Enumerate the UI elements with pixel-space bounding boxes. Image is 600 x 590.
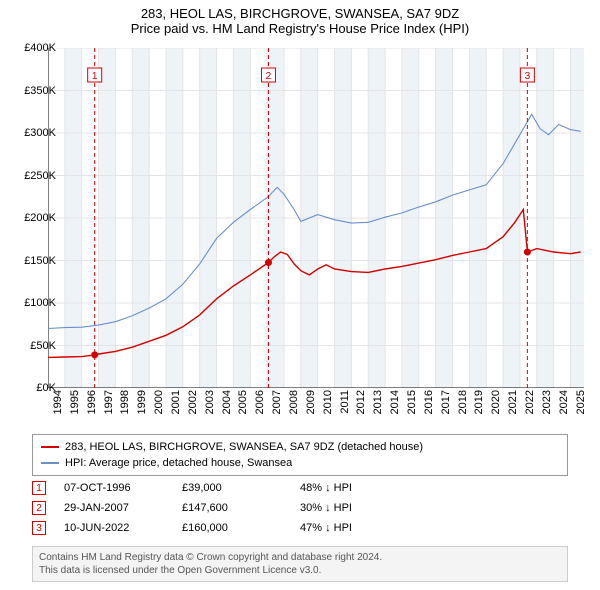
sale-row: 3 10-JUN-2022 £160,000 47% ↓ HPI	[32, 518, 568, 538]
xtick-label: 2012	[355, 390, 367, 420]
attribution: Contains HM Land Registry data © Crown c…	[32, 546, 568, 582]
plot-svg: 1 2 3	[48, 48, 584, 388]
xtick-label: 2010	[322, 390, 334, 420]
xtick-label: 2000	[153, 390, 165, 420]
legend: 283, HEOL LAS, BIRCHGROVE, SWANSEA, SA7 …	[32, 434, 568, 476]
xtick-label: 2024	[558, 390, 570, 420]
sale-price: £147,600	[182, 502, 282, 514]
legend-label-property: 283, HEOL LAS, BIRCHGROVE, SWANSEA, SA7 …	[65, 441, 423, 453]
xtick-label: 2006	[254, 390, 266, 420]
xtick-label: 2022	[524, 390, 536, 420]
xtick-label: 2009	[305, 390, 317, 420]
ytick-label: £200K	[12, 212, 56, 224]
plot-area: 1 2 3	[48, 48, 584, 388]
sale-marker-icon: 1	[32, 481, 46, 495]
xtick-label: 2005	[237, 390, 249, 420]
sales-table: 1 07-OCT-1996 £39,000 48% ↓ HPI 2 29-JAN…	[32, 478, 568, 538]
legend-label-hpi: HPI: Average price, detached house, Swan…	[65, 457, 292, 469]
sale-row: 1 07-OCT-1996 £39,000 48% ↓ HPI	[32, 478, 568, 498]
chart-titles: 283, HEOL LAS, BIRCHGROVE, SWANSEA, SA7 …	[0, 0, 600, 36]
chart-subtitle: Price paid vs. HM Land Registry's House …	[0, 21, 600, 36]
price-vs-hpi-chart: 283, HEOL LAS, BIRCHGROVE, SWANSEA, SA7 …	[0, 0, 600, 590]
sale-price: £160,000	[182, 522, 282, 534]
ytick-label: £100K	[12, 297, 56, 309]
sale-marker-icon: 3	[32, 521, 46, 535]
sale-delta: 48% ↓ HPI	[300, 482, 400, 494]
ytick-label: £50K	[12, 340, 56, 352]
attribution-line-1: Contains HM Land Registry data © Crown c…	[39, 551, 561, 564]
xtick-label: 2023	[541, 390, 553, 420]
svg-text:1: 1	[92, 71, 98, 82]
ytick-label: £150K	[12, 255, 56, 267]
xtick-label: 1998	[119, 390, 131, 420]
xtick-label: 2008	[288, 390, 300, 420]
xtick-label: 2007	[271, 390, 283, 420]
xtick-label: 1999	[136, 390, 148, 420]
xtick-label: 2003	[204, 390, 216, 420]
xtick-label: 2021	[507, 390, 519, 420]
chart-title: 283, HEOL LAS, BIRCHGROVE, SWANSEA, SA7 …	[0, 6, 600, 21]
sale-row: 2 29-JAN-2007 £147,600 30% ↓ HPI	[32, 498, 568, 518]
legend-swatch-hpi	[41, 462, 59, 464]
sale-date: 07-OCT-1996	[64, 482, 164, 494]
xtick-label: 2002	[187, 390, 199, 420]
svg-text:2: 2	[266, 71, 272, 82]
sale-price: £39,000	[182, 482, 282, 494]
svg-text:3: 3	[525, 71, 531, 82]
xtick-label: 2020	[490, 390, 502, 420]
xtick-label: 2019	[473, 390, 485, 420]
xtick-label: 2014	[389, 390, 401, 420]
sale-delta: 47% ↓ HPI	[300, 522, 400, 534]
sale-marker-icon: 2	[32, 501, 46, 515]
xtick-label: 2017	[440, 390, 452, 420]
sale-date: 29-JAN-2007	[64, 502, 164, 514]
xtick-label: 1994	[52, 390, 64, 420]
xtick-label: 2011	[339, 390, 351, 420]
legend-swatch-property	[41, 446, 59, 448]
xtick-label: 2013	[372, 390, 384, 420]
xtick-label: 2018	[457, 390, 469, 420]
legend-item-hpi: HPI: Average price, detached house, Swan…	[41, 455, 559, 471]
xtick-label: 2004	[221, 390, 233, 420]
xtick-label: 2015	[406, 390, 418, 420]
ytick-label: £0K	[12, 382, 56, 394]
sale-date: 10-JUN-2022	[64, 522, 164, 534]
xtick-label: 2001	[170, 390, 182, 420]
ytick-label: £250K	[12, 170, 56, 182]
attribution-line-2: This data is licensed under the Open Gov…	[39, 564, 561, 577]
ytick-label: £300K	[12, 127, 56, 139]
xtick-label: 2016	[423, 390, 435, 420]
xtick-label: 1996	[86, 390, 98, 420]
sale-delta: 30% ↓ HPI	[300, 502, 400, 514]
xtick-label: 1997	[103, 390, 115, 420]
xtick-label: 2025	[575, 390, 587, 420]
xtick-label: 1995	[69, 390, 81, 420]
ytick-label: £350K	[12, 85, 56, 97]
legend-item-property: 283, HEOL LAS, BIRCHGROVE, SWANSEA, SA7 …	[41, 439, 559, 455]
ytick-label: £400K	[12, 42, 56, 54]
